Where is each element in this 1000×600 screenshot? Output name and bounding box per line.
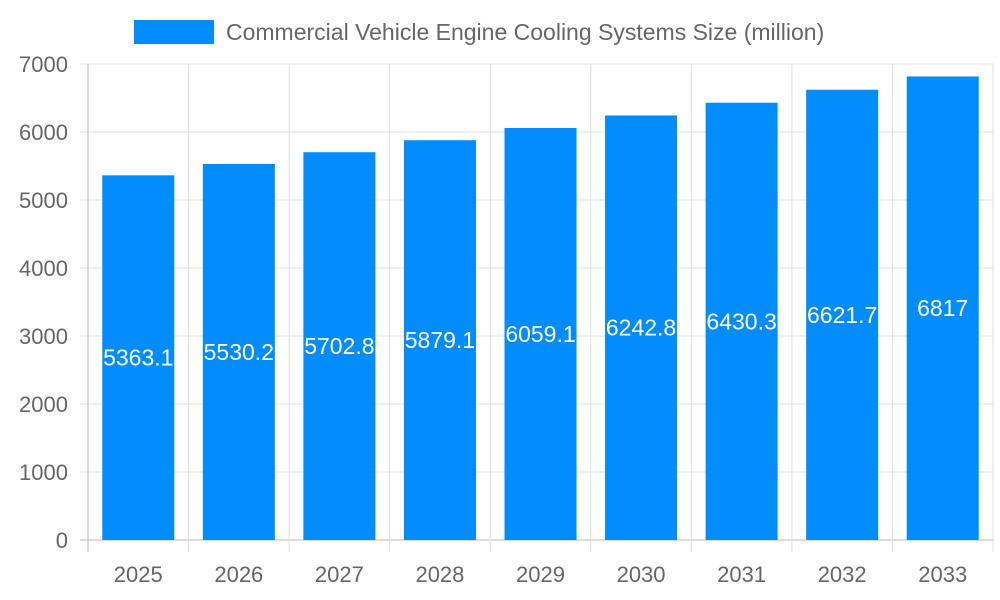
x-tick-label: 2027 [315, 562, 364, 587]
bar [605, 115, 678, 541]
x-tick-label: 2030 [617, 562, 666, 587]
x-tick-label: 2032 [818, 562, 867, 587]
bar [102, 175, 175, 540]
y-tick-label: 1000 [19, 460, 68, 485]
y-tick-label: 0 [56, 528, 68, 553]
data-label: 6817 [917, 295, 968, 321]
y-tick-label: 6000 [19, 120, 68, 145]
legend-label: Commercial Vehicle Engine Cooling System… [226, 19, 824, 45]
legend-swatch [134, 20, 214, 44]
data-label: 6430.3 [706, 308, 776, 334]
bar [403, 140, 476, 541]
data-label: 5879.1 [405, 327, 475, 353]
x-tick-label: 2031 [717, 562, 766, 587]
y-tick-label: 2000 [19, 392, 68, 417]
data-label: 6059.1 [505, 321, 575, 347]
bar [303, 152, 376, 540]
y-tick-label: 5000 [19, 188, 68, 213]
x-tick-label: 2033 [918, 562, 967, 587]
data-label: 6242.8 [606, 315, 676, 341]
x-tick-label: 2026 [214, 562, 263, 587]
x-tick-label: 2025 [114, 562, 163, 587]
y-tick-label: 7000 [19, 52, 68, 77]
y-tick-label: 4000 [19, 256, 68, 281]
bar [202, 163, 275, 540]
data-label: 6621.7 [807, 302, 877, 328]
data-label: 5530.2 [204, 339, 274, 365]
x-tick-label: 2029 [516, 562, 565, 587]
bar [705, 102, 778, 541]
x-tick-label: 2028 [415, 562, 464, 587]
bar [906, 76, 979, 540]
y-tick-label: 3000 [19, 324, 68, 349]
data-label: 5702.8 [304, 333, 374, 359]
bar [806, 89, 879, 541]
data-label: 5363.1 [103, 345, 173, 371]
legend[interactable]: Commercial Vehicle Engine Cooling System… [134, 19, 824, 45]
bar [504, 127, 577, 540]
